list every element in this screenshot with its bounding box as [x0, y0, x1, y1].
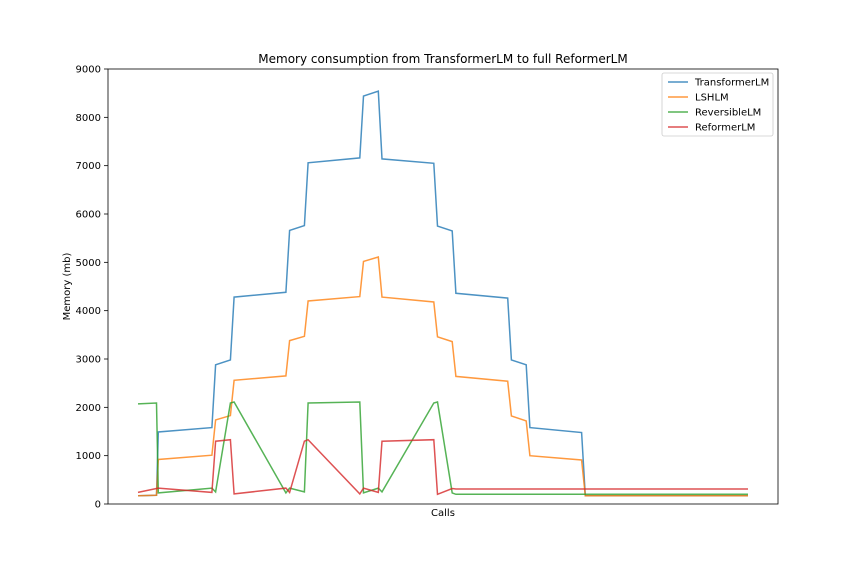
chart-title: Memory consumption from TransformerLM to…	[258, 52, 627, 66]
legend-entries: TransformerLM LSHLM ReversibleLM ReformerLM	[668, 78, 769, 134]
plot-area-frame	[107, 68, 779, 505]
legend-box	[661, 72, 774, 137]
legend-label-reversiblelm: ReversibleLM	[695, 108, 761, 119]
y-tick-label: 7000	[76, 161, 101, 172]
y-tick-label: 3000	[76, 355, 101, 366]
y-tick-label: 5000	[76, 258, 101, 269]
y-tick-label: 4000	[76, 306, 101, 317]
series-line-lshlm	[137, 256, 748, 497]
legend: TransformerLM LSHLM ReversibleLM ReformerLM	[661, 72, 774, 137]
y-tick-label: 6000	[76, 210, 101, 221]
series-layer	[137, 90, 748, 497]
x-axis-title: Calls	[431, 508, 455, 519]
y-axis-title: Memory (mb)	[62, 253, 73, 321]
y-tick-label: 2000	[76, 403, 101, 414]
legend-label-transformerlm: TransformerLM	[694, 78, 769, 89]
legend-label-lshlm: LSHLM	[695, 93, 729, 104]
series-line-reformerlm	[137, 438, 748, 496]
y-tick-label: 9000	[76, 65, 101, 76]
y-tick-label: 1000	[76, 451, 101, 462]
y-axis: 0 1000 2000 3000 4000 5000 6000 7000 8000 9000	[76, 65, 108, 511]
legend-label-reformerlm: ReformerLM	[695, 123, 755, 134]
y-tick-label: 8000	[76, 113, 101, 124]
y-tick-label: 0	[95, 500, 101, 511]
series-line-reversiblelm	[137, 401, 748, 496]
